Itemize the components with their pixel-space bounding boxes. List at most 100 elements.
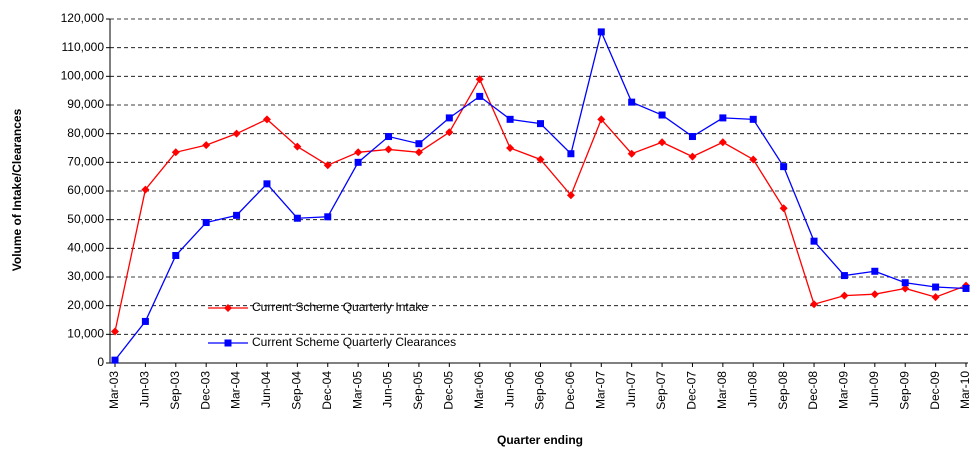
data-point [476, 92, 484, 100]
data-point [597, 115, 606, 124]
data-point [263, 180, 271, 188]
y-tick-label: 10,000 [67, 327, 104, 341]
x-tick-label: Jun-03 [138, 371, 152, 408]
data-point [202, 219, 210, 227]
x-tick-label: Mar-06 [472, 371, 486, 409]
y-tick-label: 30,000 [67, 269, 104, 283]
x-axis-title: Quarter ending [497, 433, 583, 447]
data-point [779, 204, 788, 213]
data-point [627, 149, 636, 158]
data-point [780, 163, 788, 171]
data-point [870, 290, 879, 299]
data-point [506, 144, 515, 152]
data-point [567, 150, 575, 158]
x-tick-label: Sep-05 [411, 371, 425, 410]
data-point [536, 155, 545, 164]
data-point [354, 148, 363, 157]
data-point [810, 300, 819, 309]
x-tick-label: Dec-06 [563, 371, 577, 410]
data-point [840, 272, 848, 280]
data-point [323, 161, 332, 170]
data-point [537, 120, 544, 128]
data-point [901, 279, 909, 287]
x-tick-label: Sep-09 [897, 371, 911, 410]
data-point [901, 284, 910, 293]
y-tick-label: 80,000 [67, 126, 104, 140]
data-point [658, 138, 667, 147]
x-tick-label: Dec-05 [441, 371, 455, 410]
x-tick-label: Mar-08 [715, 371, 729, 409]
x-tick-label: Jun-07 [624, 371, 638, 408]
series-line [114, 77, 967, 332]
data-point [202, 141, 211, 150]
x-tick-label: Jun-05 [381, 371, 395, 408]
data-point [658, 111, 666, 119]
data-point [749, 155, 758, 164]
data-point [293, 214, 301, 222]
data-point [719, 114, 727, 122]
y-axis-title: Volume of Intake/Clearances [10, 108, 24, 271]
data-point [414, 148, 423, 157]
x-tick-label: Dec-03 [198, 371, 212, 410]
legend-label: Current Scheme Quarterly Intake [252, 300, 428, 314]
data-point [141, 185, 150, 194]
y-tick-label: 40,000 [67, 241, 104, 255]
x-tick-label: Mar-04 [229, 371, 243, 409]
x-tick-label: Dec-07 [685, 371, 699, 410]
x-tick-label: Dec-08 [806, 371, 820, 410]
legend-label: Current Scheme Quarterly Clearances [252, 335, 456, 349]
x-tick-label: Dec-04 [320, 371, 334, 410]
x-tick-label: Sep-08 [776, 371, 790, 410]
data-point [293, 142, 302, 151]
series-line [114, 29, 967, 361]
y-tick-label: 60,000 [67, 183, 104, 197]
data-point [718, 138, 727, 147]
data-point [445, 114, 453, 122]
data-point [111, 327, 119, 336]
data-point [840, 291, 849, 300]
data-point [445, 128, 454, 137]
x-tick-label: Sep-03 [168, 371, 182, 410]
data-point [688, 152, 697, 161]
data-point [384, 145, 393, 154]
x-tick-label: Mar-09 [837, 371, 851, 409]
data-point [810, 237, 818, 245]
x-tick-label: Mar-07 [593, 371, 607, 409]
y-tick-label: 50,000 [67, 212, 104, 226]
data-point [324, 213, 332, 221]
legend-marker [224, 339, 232, 347]
x-tick-label: Jun-09 [867, 371, 881, 408]
y-tick-label: 0 [97, 355, 104, 369]
y-tick-label: 90,000 [67, 97, 104, 111]
data-point [932, 283, 940, 291]
x-tick-label: Sep-07 [654, 371, 668, 410]
y-tick-label: 70,000 [67, 155, 104, 169]
y-tick-label: 100,000 [61, 69, 105, 83]
y-tick-label: 120,000 [61, 11, 105, 25]
x-tick-label: Sep-06 [533, 371, 547, 410]
x-tick-label: Mar-05 [350, 371, 364, 409]
legend-marker [224, 304, 232, 312]
data-point [262, 115, 271, 124]
data-point [566, 191, 575, 200]
y-tick-label: 20,000 [67, 298, 104, 312]
data-point [233, 211, 241, 219]
data-point [475, 75, 484, 84]
data-point [749, 115, 757, 123]
data-point [141, 317, 149, 325]
x-tick-label: Jun-04 [259, 371, 273, 408]
data-point [931, 293, 940, 302]
data-point [506, 115, 514, 123]
data-point [597, 28, 605, 36]
y-tick-label: 110,000 [62, 40, 105, 54]
data-point [172, 252, 180, 259]
x-tick-label: Mar-03 [107, 371, 121, 409]
data-point [962, 284, 970, 292]
x-tick-label: Jun-08 [745, 371, 759, 408]
data-point [871, 267, 879, 275]
data-point [385, 133, 393, 141]
x-tick-label: Dec-09 [928, 371, 942, 410]
data-point [415, 140, 423, 148]
x-tick-label: Sep-04 [290, 371, 304, 410]
